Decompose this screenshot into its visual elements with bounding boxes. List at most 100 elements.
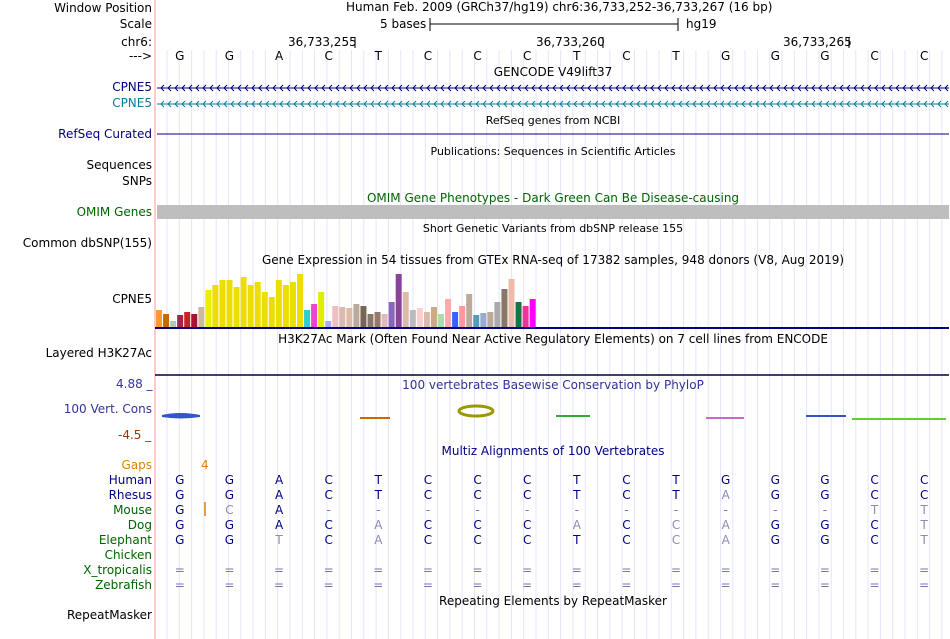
strand-chevron: [881, 84, 886, 92]
gtex-tissue-bar: [184, 312, 191, 327]
strand-chevron: [573, 100, 578, 108]
strand-chevron: [244, 84, 249, 92]
aligned-base: -: [773, 503, 778, 517]
h3k27ac-label[interactable]: Layered H3K27Ac: [45, 346, 152, 360]
aligned-base: C: [870, 518, 879, 532]
aligned-base: C: [324, 533, 333, 547]
gtex-tissue-bar: [240, 277, 247, 327]
aligned-base: G: [721, 473, 731, 487]
species-label[interactable]: Zebrafish: [95, 578, 152, 592]
strand-chevron: [762, 84, 767, 92]
strand-chevron: [944, 100, 949, 108]
strand-chevron: [223, 84, 228, 92]
strand-chevron: [664, 100, 669, 108]
strand-chevron: [783, 84, 788, 92]
gtex-tissue-bar: [466, 294, 473, 327]
strand-chevron: [671, 84, 676, 92]
strand-chevron: [825, 84, 830, 92]
strand-chevron: [734, 100, 739, 108]
strand-chevron: [678, 84, 683, 92]
repeatmasker-label[interactable]: RepeatMasker: [66, 608, 152, 622]
gtex-tissue-bar: [191, 314, 198, 327]
strand-chevron: [489, 84, 494, 92]
strand-chevron: [188, 100, 193, 108]
aligned-base: =: [919, 563, 930, 577]
aligned-base: G: [175, 488, 185, 502]
strand-chevron: [503, 100, 508, 108]
gtex-tissue-bar: [353, 304, 360, 327]
strand-chevron: [230, 100, 235, 108]
omim-label[interactable]: OMIM Genes: [76, 205, 152, 219]
strand-chevron: [622, 100, 627, 108]
strand-chevron: [202, 100, 207, 108]
species-label[interactable]: Chicken: [104, 548, 152, 562]
publications-label[interactable]: Sequences: [86, 158, 152, 172]
gtex-tissue-bar: [388, 302, 395, 327]
strand-chevron: [552, 100, 557, 108]
sequence-base: C: [324, 49, 333, 63]
strand-chevron: [853, 84, 858, 92]
window-position-label: Window Position: [54, 1, 152, 15]
refseq-label[interactable]: RefSeq Curated: [58, 127, 152, 141]
gtex-tissue-bar: [163, 314, 170, 327]
gtex-tissue-bar: [275, 280, 282, 327]
phylop-glyph: [457, 404, 495, 418]
aligned-base: G: [820, 473, 830, 487]
gtex-tissue-bar: [501, 289, 508, 327]
strand-chevron: [356, 84, 361, 92]
dbsnp-label[interactable]: Common dbSNP(155): [22, 236, 152, 250]
gtex-tissue-bar: [339, 307, 346, 327]
aligned-base: -: [376, 503, 381, 517]
strand-chevron: [258, 100, 263, 108]
gencode-gene-label[interactable]: CPNE5: [112, 96, 152, 110]
aligned-base: =: [621, 563, 632, 577]
snps-label[interactable]: SNPs: [122, 174, 152, 188]
strand-chevron: [678, 100, 683, 108]
species-label[interactable]: Elephant: [98, 533, 152, 547]
gtex-tissue-bar: [247, 285, 254, 327]
strand-chevron: [314, 100, 319, 108]
strand-chevron: [503, 84, 508, 92]
species-label[interactable]: Mouse: [113, 503, 152, 517]
gaps-label[interactable]: Gaps: [121, 458, 152, 472]
aligned-base: G: [820, 488, 830, 502]
aligned-base: =: [819, 578, 830, 592]
aligned-base: =: [422, 563, 433, 577]
coord-tick-label: 36,733,255: [288, 35, 357, 49]
strand-chevron: [727, 84, 732, 92]
gencode-gene-label[interactable]: CPNE5: [112, 80, 152, 94]
gtex-label[interactable]: CPNE5: [112, 292, 152, 306]
strand-chevron: [818, 100, 823, 108]
strand-chevron: [321, 100, 326, 108]
species-label[interactable]: Rhesus: [108, 488, 152, 502]
gtex-tissue-bar: [515, 302, 522, 327]
strand-chevron: [699, 100, 704, 108]
assembly-short: hg19: [686, 17, 717, 31]
aligned-base: =: [274, 563, 285, 577]
aligned-base: G: [820, 518, 830, 532]
strand-chevron: [300, 84, 305, 92]
aligned-base: C: [473, 488, 482, 502]
species-label[interactable]: X_tropicalis: [83, 563, 152, 577]
strand-chevron: [622, 84, 627, 92]
aligned-base: C: [225, 503, 234, 517]
gtex-tissue-bar: [205, 290, 212, 327]
strand-chevron: [706, 84, 711, 92]
species-label[interactable]: Human: [108, 473, 152, 487]
strand-chevron: [174, 100, 179, 108]
phylop-label[interactable]: 100 Vert. Cons: [63, 402, 152, 416]
multiz-title: Multiz Alignments of 100 Vertebrates: [441, 444, 665, 458]
strand-chevron: [209, 84, 214, 92]
strand-chevron: [664, 84, 669, 92]
aligned-base: C: [324, 518, 333, 532]
strand-chevron: [293, 100, 298, 108]
aligned-base: -: [425, 503, 431, 517]
sequence-base: C: [919, 49, 929, 63]
strand-chevron: [608, 100, 613, 108]
aligned-base: C: [870, 473, 879, 487]
strand-chevron: [314, 84, 319, 92]
species-label[interactable]: Dog: [127, 518, 152, 532]
strand-chevron: [167, 100, 172, 108]
strand-chevron: [671, 100, 676, 108]
gtex-title: Gene Expression in 54 tissues from GTEx …: [261, 253, 845, 267]
